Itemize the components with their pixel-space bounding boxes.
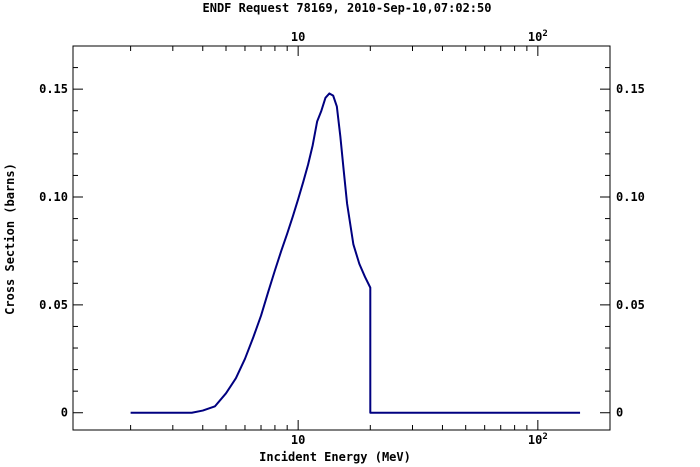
x-tick-label-bottom-base: 10 xyxy=(528,433,542,447)
chart-title: ENDF Request 78169, 2010-Sep-10,07:02:50 xyxy=(203,1,492,15)
series-line-0 xyxy=(130,92,581,414)
x-tick-label-bottom-base: 10 xyxy=(291,433,305,447)
y-tick-label-right-base: 0 xyxy=(616,406,623,420)
y-tick-label-right-base: 0.15 xyxy=(616,82,645,96)
x-tick-label-top: 10 xyxy=(291,30,305,44)
y-tick-label-right-base: 0.10 xyxy=(616,190,645,204)
x-tick-label-bottom: 10 xyxy=(291,433,305,447)
y-tick-label-left-base: 0.10 xyxy=(39,190,68,204)
y-axis-right-ticks: 0 0.05 0.10 0.15 xyxy=(600,67,645,420)
y-tick-label-left: 0 xyxy=(61,406,68,420)
y-tick-label-right: 0 xyxy=(616,406,623,420)
y-tick-label-left: 0.15 xyxy=(39,82,68,96)
y-tick-label-right: 0.15 xyxy=(616,82,645,96)
x-axis-top-ticks: 10 102 xyxy=(130,29,611,56)
y-tick-label-left: 0.05 xyxy=(39,298,68,312)
x-tick-label-top: 102 xyxy=(528,29,548,44)
y-axis-left-ticks: 0 0.05 0.10 0.15 xyxy=(39,67,83,420)
y-tick-label-left-base: 0.15 xyxy=(39,82,68,96)
y-tick-label-left: 0.10 xyxy=(39,190,68,204)
y-tick-label-right: 0.10 xyxy=(616,190,645,204)
y-tick-label-right: 0.05 xyxy=(616,298,645,312)
y-tick-label-left-base: 0 xyxy=(61,406,68,420)
plot-frame xyxy=(72,45,611,431)
x-axis-label: Incident Energy (MeV) xyxy=(259,450,411,464)
x-axis-bottom-ticks: 10 102 xyxy=(130,420,611,447)
x-tick-label-bottom-exponent: 2 xyxy=(542,432,547,442)
x-tick-label-top-base: 10 xyxy=(291,30,305,44)
y-tick-label-left-base: 0.05 xyxy=(39,298,68,312)
series-layer xyxy=(130,92,581,414)
x-tick-label-top-exponent: 2 xyxy=(542,29,547,39)
y-axis-label: Cross Section (barns) xyxy=(3,163,17,315)
x-tick-label-bottom: 102 xyxy=(528,432,548,447)
y-tick-label-right-base: 0.05 xyxy=(616,298,645,312)
x-tick-label-top-base: 10 xyxy=(528,30,542,44)
